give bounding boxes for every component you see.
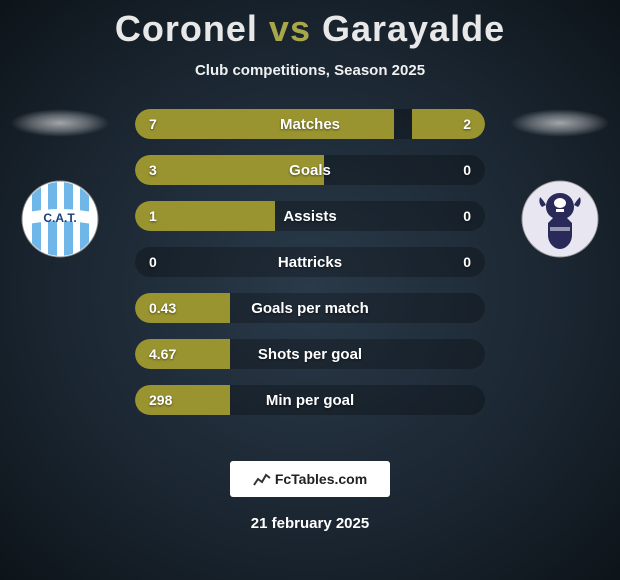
stat-value-right: 0 <box>463 201 471 231</box>
stat-row: Assists1 0 <box>135 201 485 231</box>
stat-value-right: 2 <box>463 109 471 139</box>
brand-badge: FcTables.com <box>230 461 390 497</box>
player-left-name: Coronel <box>115 8 258 49</box>
stat-label: Hattricks <box>135 247 485 277</box>
stat-row: Goals3 0 <box>135 155 485 185</box>
team-right-crest <box>520 179 600 259</box>
stat-value-left: 1 <box>149 201 157 231</box>
team-right-column <box>510 109 610 259</box>
stat-value-right: 0 <box>463 155 471 185</box>
player-right-name: Garayalde <box>322 8 505 49</box>
stat-row: Shots per goal4.67 <box>135 339 485 369</box>
stat-value-left: 4.67 <box>149 339 176 369</box>
stats-bars: Matches72Goals30Assists10Hattricks00Goal… <box>135 109 485 431</box>
stat-value-left: 0 <box>149 247 157 277</box>
stat-row: Goals per match0.43 <box>135 293 485 323</box>
stat-value-right: 0 <box>463 247 471 277</box>
stat-label: Assists <box>135 201 485 231</box>
stat-label: Min per goal <box>135 385 485 415</box>
stat-label: Goals <box>135 155 485 185</box>
stat-row: Min per goal298 <box>135 385 485 415</box>
svg-text:C.A.T.: C.A.T. <box>43 211 76 225</box>
team-left-crest: C.A.T. <box>20 179 100 259</box>
stat-value-left: 298 <box>149 385 172 415</box>
chart-icon <box>253 472 271 486</box>
stat-value-left: 7 <box>149 109 157 139</box>
stat-value-left: 0.43 <box>149 293 176 323</box>
vs-label: vs <box>269 8 311 49</box>
subtitle: Club competitions, Season 2025 <box>0 62 620 79</box>
brand-text: FcTables.com <box>275 471 367 487</box>
stat-value-left: 3 <box>149 155 157 185</box>
shadow-ellipse <box>510 109 610 137</box>
stat-label: Shots per goal <box>135 339 485 369</box>
stat-row: Hattricks0 0 <box>135 247 485 277</box>
stat-label: Matches <box>135 109 485 139</box>
page-title: Coronel vs Garayalde <box>0 8 620 50</box>
stat-row: Matches7 2 <box>135 109 485 139</box>
shadow-ellipse <box>10 109 110 137</box>
team-left-column: C.A.T. <box>10 109 110 259</box>
stat-label: Goals per match <box>135 293 485 323</box>
footer-date: 21 february 2025 <box>0 515 620 532</box>
